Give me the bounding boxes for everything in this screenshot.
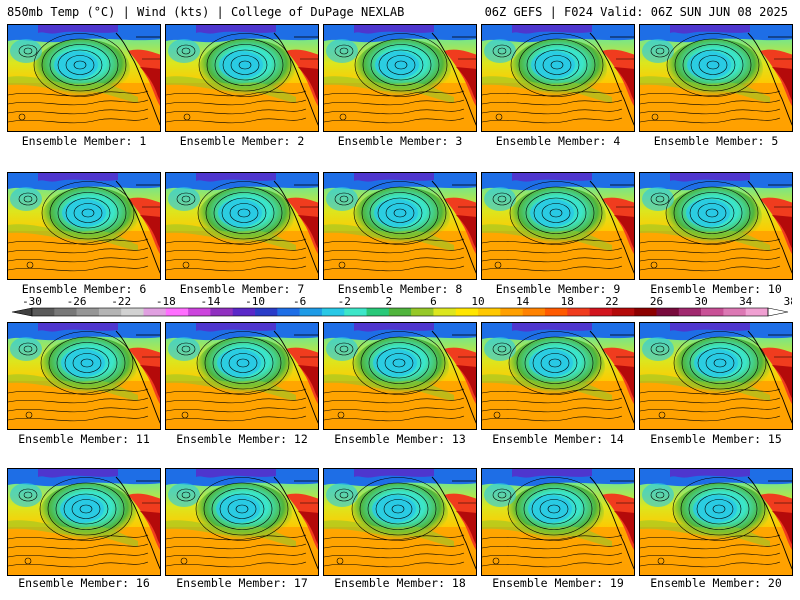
colorbar-arrow-high [767,307,789,317]
colorbar-swatch [54,308,77,316]
model-run-info: 06Z GEFS | F024 Valid: 06Z SUN JUN 08 20… [484,5,788,19]
temperature-colorbar: -30-26-22-18-14-10-6-2261014182226303438… [11,296,792,317]
colorbar-swatch [388,308,412,316]
colorbar-swatch [589,308,613,316]
colorbar-tick-label: -14 [200,296,220,308]
ensemble-member-map [323,24,477,132]
colorbar-tick-label: 38 [784,296,792,308]
ensemble-member-label: Ensemble Member: 8 [337,282,463,296]
ensemble-member-label: Ensemble Member: 19 [492,576,624,590]
colorbar-tick-label: 6 [430,296,437,308]
ensemble-member-map [481,172,635,280]
colorbar-swatch [567,308,590,316]
colorbar-swatch [210,308,234,316]
ensemble-member-map [7,172,161,280]
colorbar-arrow-low [11,307,33,317]
colorbar-swatch [143,308,167,316]
colorbar-tick-label: -26 [67,296,87,308]
ensemble-member-label: Ensemble Member: 15 [650,432,782,446]
map-title: 850mb Temp (°C) | Wind (kts) | College o… [7,5,405,19]
ensemble-member-label: Ensemble Member: 13 [334,432,466,446]
colorbar-swatch [500,308,523,316]
colorbar-swatch [344,308,367,316]
ensemble-member-map [481,468,635,576]
ensemble-member-map [639,24,793,132]
colorbar-swatch [723,308,746,316]
colorbar-swatch [299,308,323,316]
colorbar-swatch [32,308,55,316]
ensemble-member-label: Ensemble Member: 18 [334,576,466,590]
colorbar-swatch [522,308,546,316]
colorbar-swatch [321,308,345,316]
ensemble-member-map [639,172,793,280]
ensemble-member-label: Ensemble Member: 6 [21,282,147,296]
colorbar-swatch [188,308,211,316]
colorbar-tick-label: -6 [293,296,306,308]
colorbar-swatch [98,308,122,316]
ensemble-member-map [639,322,793,430]
ensemble-member-label: Ensemble Member: 17 [176,576,308,590]
colorbar-tick-label: 10 [471,296,484,308]
ensemble-member-map [165,468,319,576]
colorbar-swatch [76,308,100,316]
colorbar-swatch [611,308,635,316]
colorbar-tick-label: 2 [386,296,393,308]
colorbar-tick-label: -18 [156,296,176,308]
ensemble-member-map [323,172,477,280]
colorbar-tick-label: 26 [650,296,663,308]
colorbar-swatch [366,308,390,316]
colorbar-swatch [232,308,256,316]
colorbar-swatch [701,308,724,316]
colorbar-swatch [255,308,278,316]
colorbar-tick-label: 14 [516,296,530,308]
colorbar-tick-label: -2 [338,296,351,308]
ensemble-member-map [165,172,319,280]
ensemble-member-map [165,322,319,430]
colorbar-swatch [544,308,568,316]
colorbar-outline [31,307,769,317]
ensemble-member-map [7,468,161,576]
ensemble-member-label: Ensemble Member: 3 [337,134,463,148]
colorbar-swatch [634,308,657,316]
colorbar-swatch [656,308,680,316]
colorbar-swatch [121,308,144,316]
ensemble-member-map [323,468,477,576]
ensemble-member-label: Ensemble Member: 14 [492,432,624,446]
ensemble-member-label: Ensemble Member: 4 [495,134,621,148]
ensemble-member-map [639,468,793,576]
ensemble-member-map [481,24,635,132]
colorbar-tick-label: 18 [561,296,574,308]
colorbar-swatch [433,308,457,316]
ensemble-member-label: Ensemble Member: 10 [650,282,782,296]
colorbar-swatch [745,308,769,316]
ensemble-member-label: Ensemble Member: 20 [650,576,782,590]
colorbar-tick-label: -22 [111,296,131,308]
ensemble-member-map [7,322,161,430]
colorbar-tick-label: 22 [605,296,618,308]
colorbar-swatch [165,308,189,316]
ensemble-member-map [7,24,161,132]
ensemble-member-label: Ensemble Member: 5 [653,134,779,148]
ensemble-member-label: Ensemble Member: 7 [179,282,305,296]
colorbar-swatch [478,308,501,316]
colorbar-swatch [277,308,300,316]
ensemble-member-label: Ensemble Member: 16 [18,576,150,590]
colorbar-tick-label: 34 [739,296,753,308]
ensemble-member-map [481,322,635,430]
colorbar-tick-label: -30 [22,296,42,308]
ensemble-member-map [323,322,477,430]
ensemble-member-map [165,24,319,132]
colorbar-swatch [678,308,702,316]
ensemble-member-label: Ensemble Member: 1 [21,134,147,148]
colorbar-swatch [455,308,479,316]
ensemble-member-label: Ensemble Member: 9 [495,282,621,296]
ensemble-member-label: Ensemble Member: 2 [179,134,305,148]
colorbar-tick-label: -10 [245,296,265,308]
colorbar-tick-label: 30 [694,296,707,308]
colorbar-swatch [411,308,434,316]
ensemble-member-label: Ensemble Member: 11 [18,432,150,446]
ensemble-member-label: Ensemble Member: 12 [176,432,308,446]
